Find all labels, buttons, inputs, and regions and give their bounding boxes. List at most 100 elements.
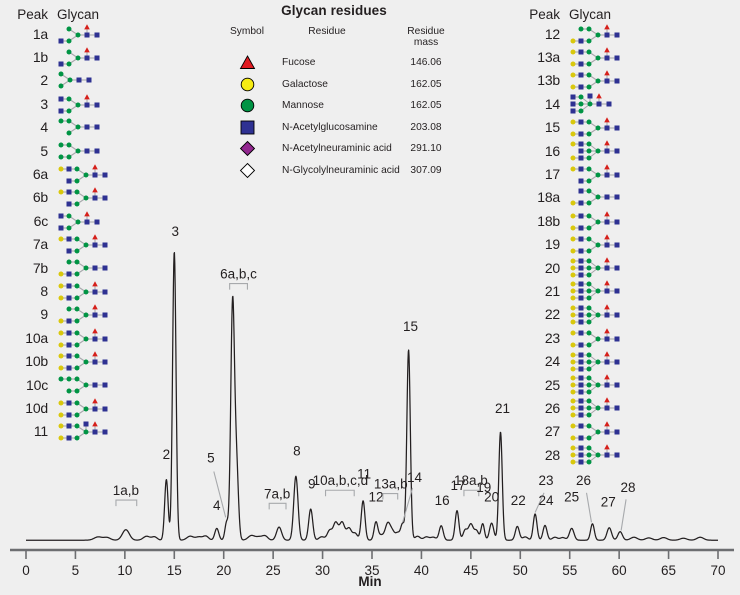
peak-id-2: 2 <box>40 72 48 89</box>
glycan-structure-icon-2 <box>48 69 93 91</box>
peak-id-14: 14 <box>544 95 560 112</box>
peak-id-22: 22 <box>544 306 560 323</box>
peak-row-6c: 6c <box>4 209 129 232</box>
x-tick-label-55: 55 <box>562 563 577 578</box>
peak-id-5: 5 <box>40 142 48 159</box>
glycan-structure-icon-25 <box>560 374 621 396</box>
peak-label-4: 4 <box>213 498 221 513</box>
peak-row-25: 25 <box>516 373 641 396</box>
peak-label-5: 5 <box>207 450 215 465</box>
peak-label-14: 14 <box>407 470 423 485</box>
glycan-structure-icon-16 <box>560 140 621 162</box>
legend-row-3: N-Acetylglucosamine 203.08 <box>216 116 452 138</box>
legend-row-0: Fucose 146.06 <box>216 52 452 74</box>
glycan-structure-icon-28 <box>560 444 621 466</box>
legend-circle-icon <box>216 76 278 93</box>
peak-row-10b: 10b <box>4 349 129 372</box>
peak-id-6b: 6b <box>32 189 48 206</box>
peak-id-10c: 10c <box>26 376 48 393</box>
legend-row-2: Mannose 162.05 <box>216 95 452 117</box>
peak-row-21: 21 <box>516 279 641 302</box>
legend-circle-icon <box>216 97 278 114</box>
peak-id-17: 17 <box>544 166 560 183</box>
legend-row-4: N-Acetylneuraminic acid 291.10 <box>216 138 452 160</box>
peak-row-22: 22 <box>516 303 641 326</box>
legend-residue-mass: 307.09 <box>410 164 442 176</box>
x-tick-label-20: 20 <box>216 563 231 578</box>
glycan-structure-icon-5 <box>48 140 101 162</box>
glycan-structure-icon-10d <box>48 397 109 419</box>
peak-row-16: 16 <box>516 139 641 162</box>
peak-row-10a: 10a <box>4 326 129 349</box>
x-tick-label-35: 35 <box>364 563 379 578</box>
peak-row-23: 23 <box>516 326 641 349</box>
glycan-structure-icon-6b <box>48 186 109 208</box>
legend-row-5: N-Glycolylneuraminic acid 307.09 <box>216 159 452 181</box>
glycan-structure-icon-17 <box>560 163 621 185</box>
x-tick-label-45: 45 <box>463 563 478 578</box>
peak-row-28: 28 <box>516 443 641 466</box>
glycan-structure-icon-22 <box>560 303 621 325</box>
peak-id-18a: 18a <box>537 189 560 206</box>
peak-id-9: 9 <box>40 306 48 323</box>
legend-residue-name: N-Acetylglucosamine <box>282 121 378 133</box>
legend-square-icon <box>216 119 278 136</box>
peak-label-9: 9 <box>308 477 316 492</box>
glycan-structure-icon-18b <box>560 210 621 232</box>
glycan-structure-icon-10a <box>48 327 109 349</box>
peak-id-26: 26 <box>544 399 560 416</box>
glycan-structure-icon-23 <box>560 327 621 349</box>
peak-id-21: 21 <box>544 282 560 299</box>
glycan-structure-icon-20 <box>560 257 621 279</box>
peak-id-24: 24 <box>544 353 560 370</box>
legend-header-mass: Residue mass <box>400 26 452 49</box>
peak-label-6a,b,c: 6a,b,c <box>220 267 257 282</box>
glycan-structure-icon-7a <box>48 233 109 255</box>
peak-label-1a,b: 1a,b <box>113 483 139 498</box>
glycan-structure-icon-1b <box>48 46 101 68</box>
peak-row-1a: 1a <box>4 22 129 45</box>
peak-id-10a: 10a <box>25 329 48 346</box>
glycan-structure-icon-24 <box>560 350 621 372</box>
peak-row-10d: 10d <box>4 396 129 419</box>
peak-row-7b: 7b <box>4 256 129 279</box>
right-header-peak: Peak <box>529 7 560 22</box>
legend-header-mass-line1: Residue <box>407 26 445 37</box>
peak-label-27: 27 <box>601 495 616 510</box>
peak-id-28: 28 <box>544 446 560 463</box>
peak-bracket-13a,b <box>382 492 399 500</box>
peak-label-7a,b: 7a,b <box>264 486 290 501</box>
peak-row-12: 12 <box>516 22 641 45</box>
peak-row-18a: 18a <box>516 186 641 209</box>
peak-id-12: 12 <box>544 25 560 42</box>
glycan-structure-icon-26 <box>560 397 621 419</box>
peak-label-8: 8 <box>293 444 301 459</box>
legend-column-headers: Symbol Residue Residue mass <box>216 26 452 49</box>
glycan-structure-icon-6a <box>48 163 109 185</box>
legend-residue-name: Mannose <box>282 100 324 112</box>
left-table-header: Peak Glycan <box>4 0 129 22</box>
peak-id-18b: 18b <box>537 212 560 229</box>
x-axis-label: Min <box>358 574 382 589</box>
x-tick-label-60: 60 <box>612 563 627 578</box>
peak-row-4: 4 <box>4 116 129 139</box>
x-tick-label-10: 10 <box>117 563 132 578</box>
legend-header-symbol: Symbol <box>230 26 264 37</box>
peak-row-7a: 7a <box>4 233 129 256</box>
peak-id-20: 20 <box>544 259 560 276</box>
peak-label-16: 16 <box>435 493 450 508</box>
legend-diamond-icon <box>216 162 278 179</box>
peak-row-9: 9 <box>4 303 129 326</box>
x-tick-label-65: 65 <box>661 563 676 578</box>
glycan-structure-icon-13b <box>560 69 621 91</box>
peak-leader-23 <box>534 492 545 513</box>
glycan-structure-icon-9 <box>48 303 109 325</box>
peak-id-7a: 7a <box>32 236 48 253</box>
peak-row-27: 27 <box>516 420 641 443</box>
peak-row-3: 3 <box>4 92 129 115</box>
legend-residue-name: N-Acetylneuraminic acid <box>282 143 392 155</box>
peak-leader-5 <box>213 471 227 518</box>
peak-id-16: 16 <box>544 142 560 159</box>
x-tick-label-50: 50 <box>513 563 528 578</box>
peak-label-20: 20 <box>484 490 499 505</box>
